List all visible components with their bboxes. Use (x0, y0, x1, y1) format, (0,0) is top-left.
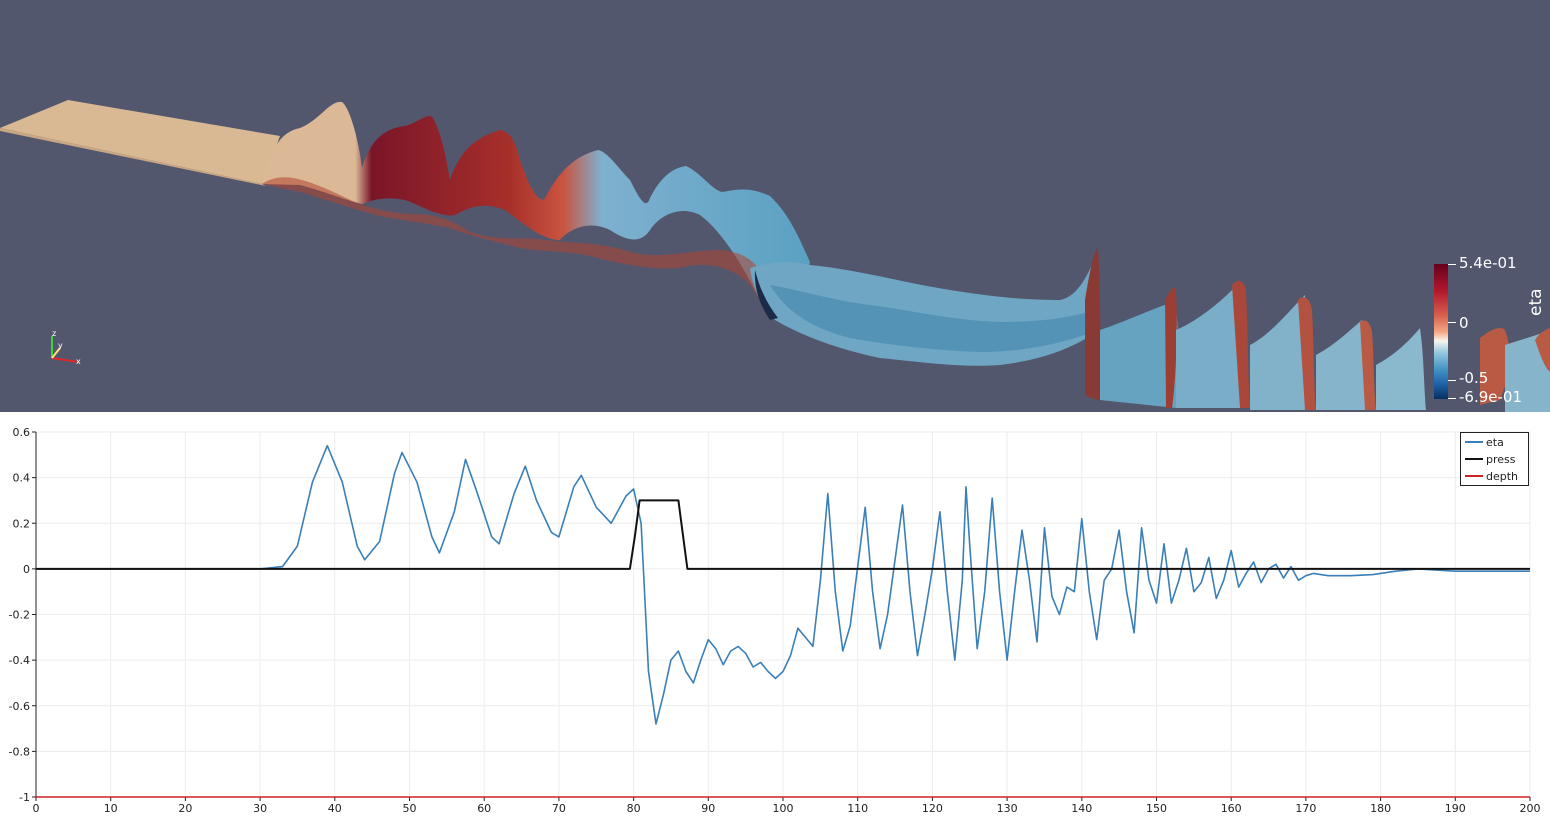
x-tick-label: 50 (403, 802, 417, 815)
colorbar-gradient (1434, 264, 1448, 399)
y-tick-label: -0.4 (9, 654, 30, 667)
line-chart-view[interactable]: 0 10 20 30 40 50 60 70 80 90 100 110 120 130 140 150 160… (0, 412, 1550, 824)
x-tick-label: 190 (1445, 802, 1466, 815)
legend-item-press[interactable]: press (1465, 451, 1516, 467)
colorbar-label-min: -6.9e-01 (1459, 388, 1522, 406)
legend-label: depth (1486, 469, 1519, 483)
orientation-axes-icon: z y x (51, 329, 81, 366)
colorbar-tick (1448, 264, 1456, 265)
y-tick-label: -0.2 (9, 609, 30, 622)
x-tick-label: 160 (1221, 802, 1242, 815)
legend-item-eta[interactable]: eta (1465, 434, 1504, 450)
x-tick-label: 200 (1520, 802, 1541, 815)
chart-legend[interactable]: eta press depth (1460, 432, 1529, 486)
x-tick-label: 30 (253, 802, 267, 815)
legend-item-depth[interactable]: depth (1465, 468, 1518, 484)
x-tick-label: 180 (1370, 802, 1391, 815)
chart-grid (35, 431, 1531, 798)
x-tick-label: 10 (104, 802, 118, 815)
colorbar-label-zero: 0 (1459, 314, 1469, 332)
x-tick-label: 140 (1071, 802, 1092, 815)
y-tick-label: 0.2 (13, 517, 31, 530)
svg-text:y: y (58, 341, 63, 350)
y-tick-label: -1 (19, 791, 30, 804)
x-tick-label: 40 (328, 802, 342, 815)
svg-text:x: x (76, 357, 81, 366)
colorbar-label-max: 5.4e-01 (1459, 254, 1517, 272)
x-tick-label: 80 (627, 802, 641, 815)
x-tick-label: 90 (701, 802, 715, 815)
chart-series (36, 444, 1530, 798)
legend-label: eta (1486, 435, 1504, 449)
x-tick-label: 130 (997, 802, 1018, 815)
chart-axes: 0 10 20 30 40 50 60 70 80 90 100 110 120 130 140 150 160… (9, 426, 1541, 815)
colorbar: 5.4e-01 0 -0.5 -6.9e-01 (1434, 256, 1550, 406)
legend-swatch (1465, 475, 1483, 477)
legend-label: press (1486, 452, 1516, 466)
x-tick-label: 100 (773, 802, 794, 815)
series-line-press (36, 499, 1530, 570)
x-tick-label: 170 (1295, 802, 1316, 815)
colorbar-tick (1448, 380, 1456, 381)
x-tick-label: 70 (552, 802, 566, 815)
y-tick-label: 0.4 (13, 472, 31, 485)
legend-swatch (1465, 458, 1483, 460)
line-chart: 0 10 20 30 40 50 60 70 80 90 100 110 120 130 140 150 160… (9, 426, 1541, 815)
colorbar-label-neg: -0.5 (1459, 369, 1489, 387)
y-tick-label: -0.6 (9, 700, 30, 713)
x-tick-label: 20 (178, 802, 192, 815)
x-tick-label: 120 (922, 802, 943, 815)
colorbar-tick (1448, 398, 1456, 399)
series-line-eta (36, 444, 1530, 725)
wave-surface: z y x (0, 100, 1550, 412)
x-tick-label: 110 (847, 802, 868, 815)
3d-render-view[interactable]: z y x 5.4e-01 0 -0.5 -6.9e-01 eta (0, 0, 1550, 412)
legend-swatch (1465, 441, 1483, 443)
colorbar-tick (1448, 322, 1456, 323)
x-tick-label: 0 (33, 802, 40, 815)
y-tick-label: 0.6 (13, 426, 31, 439)
colorbar-title: eta (1526, 288, 1546, 316)
y-tick-label: -0.8 (9, 745, 30, 758)
y-tick-label: 0 (23, 563, 30, 576)
x-tick-label: 150 (1146, 802, 1167, 815)
svg-text:z: z (52, 329, 56, 338)
x-tick-label: 60 (477, 802, 491, 815)
